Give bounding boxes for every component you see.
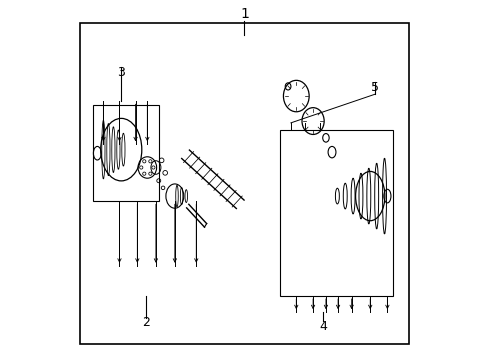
Bar	[93, 105, 159, 202]
Text: 5: 5	[370, 81, 378, 94]
Bar	[279, 130, 392, 296]
Text: 3: 3	[117, 66, 125, 79]
Text: 2: 2	[142, 316, 150, 329]
Text: 1: 1	[240, 7, 248, 21]
Text: 4: 4	[319, 320, 326, 333]
